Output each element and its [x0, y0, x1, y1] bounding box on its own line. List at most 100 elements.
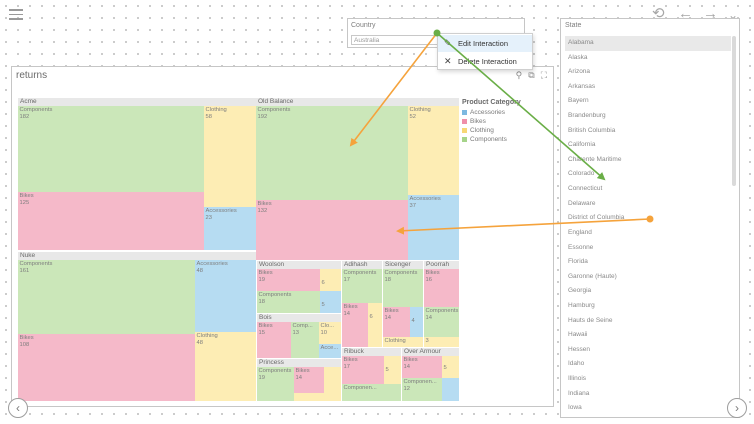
- treemap-cell[interactable]: 4: [410, 307, 423, 337]
- state-slicer[interactable]: State Alabama Alaska Arizona Arkansas Ba…: [560, 18, 740, 418]
- treemap-cell[interactable]: 5: [442, 356, 459, 378]
- treemap-cell[interactable]: Acce...: [319, 344, 341, 358]
- state-item[interactable]: Hessen: [568, 345, 591, 353]
- pin-icon[interactable]: ⚲: [515, 70, 523, 80]
- legend-item[interactable]: Clothing: [462, 127, 521, 134]
- treemap-group-nuke[interactable]: Nuke Components 161 Bikes 108 Accessories 4…: [18, 252, 256, 401]
- treemap-cell[interactable]: Components 161: [18, 260, 195, 334]
- treemap-cell[interactable]: Accessories 23: [204, 207, 256, 250]
- state-item[interactable]: England: [568, 228, 592, 236]
- treemap-cell[interactable]: Bikes 15: [257, 322, 291, 358]
- treemap-group-over-armour[interactable]: Over Armour Bikes 14 5 Componen... 12: [402, 348, 459, 401]
- treemap-cell[interactable]: Bikes 14: [294, 367, 324, 393]
- treemap-cell[interactable]: Clothing: [383, 337, 423, 347]
- state-item[interactable]: British Columbia: [568, 126, 616, 134]
- state-item[interactable]: Hawaii: [568, 331, 588, 339]
- state-item[interactable]: Indiana: [568, 389, 590, 397]
- treemap-cell[interactable]: Bikes 16: [424, 269, 459, 307]
- state-item[interactable]: California: [568, 141, 596, 149]
- state-item[interactable]: Alabama: [565, 36, 731, 51]
- copy-icon[interactable]: ⧉: [528, 70, 535, 80]
- state-item[interactable]: Georgia: [568, 287, 592, 295]
- back-arrow-icon[interactable]: ←: [678, 5, 693, 22]
- treemap-cell[interactable]: 6: [368, 303, 382, 347]
- state-item[interactable]: Charente Maritime: [568, 155, 622, 163]
- treemap-cell[interactable]: 6: [320, 269, 341, 291]
- treemap-cell[interactable]: Bikes 108: [18, 334, 195, 401]
- state-item[interactable]: Iowa: [568, 404, 582, 412]
- treemap-cell[interactable]: Components 19: [257, 367, 294, 401]
- treemap-cell[interactable]: Bikes 14: [383, 307, 410, 337]
- next-page-button[interactable]: ›: [727, 398, 747, 418]
- legend: Product Category Accessories Bikes Cloth…: [462, 99, 521, 145]
- state-item[interactable]: Idaho: [568, 360, 585, 368]
- treemap-cell[interactable]: Accessories 48: [195, 260, 256, 332]
- treemap-group-woolson[interactable]: Woolson Bikes 19 6 Components 18 5: [257, 261, 341, 313]
- legend-item[interactable]: Accessories: [462, 109, 521, 116]
- treemap-cell[interactable]: Components 14: [424, 307, 459, 337]
- treemap-cell[interactable]: Componen... 12: [402, 378, 442, 401]
- treemap-cell[interactable]: Components 18: [257, 291, 320, 313]
- hamburger-menu-icon[interactable]: [9, 9, 23, 20]
- state-item[interactable]: Connecticut: [568, 185, 603, 193]
- treemap-cell[interactable]: Bikes 14: [342, 303, 368, 347]
- state-item[interactable]: Colorado: [568, 170, 595, 178]
- reset-icon[interactable]: ⟲: [652, 5, 665, 22]
- forward-arrow-icon[interactable]: →: [703, 5, 718, 22]
- treemap-group-adihash[interactable]: Adihash Components 17 Bikes 14 6: [342, 261, 382, 347]
- state-item[interactable]: Hamburg: [568, 301, 595, 309]
- treemap-cell[interactable]: Components 182: [18, 106, 204, 192]
- treemap-cell[interactable]: Components 192: [256, 106, 408, 200]
- state-item[interactable]: Hauts de Seine: [568, 316, 613, 324]
- treemap-cell[interactable]: Clothing 48: [195, 332, 256, 401]
- state-item[interactable]: Arizona: [568, 68, 591, 76]
- state-item[interactable]: District of Columbia: [568, 214, 625, 222]
- treemap-cell[interactable]: Bikes 125: [18, 192, 204, 250]
- legend-item[interactable]: Bikes: [462, 118, 521, 125]
- treemap-cell[interactable]: Clothing 58: [204, 106, 256, 207]
- state-item[interactable]: Brandenburg: [568, 112, 606, 120]
- treemap-group-label: Acme: [18, 98, 256, 106]
- legend-swatch: [462, 137, 467, 142]
- focus-mode-icon[interactable]: ⛶: [540, 70, 547, 80]
- previous-page-button[interactable]: ‹: [8, 398, 28, 418]
- edit-interaction-item[interactable]: ✎ Edit Interaction: [438, 35, 532, 52]
- treemap-cell[interactable]: Accessories 37: [408, 195, 459, 260]
- treemap-cell[interactable]: Comp... 13: [291, 322, 319, 358]
- treemap-cell[interactable]: Bikes 132: [256, 200, 408, 260]
- treemap-cell[interactable]: [294, 393, 324, 401]
- legend-item[interactable]: Components: [462, 136, 521, 143]
- treemap-cell[interactable]: Bikes 17: [342, 356, 384, 384]
- state-item[interactable]: Illinois: [568, 375, 587, 383]
- state-item[interactable]: Florida: [568, 258, 588, 266]
- treemap-group-acme[interactable]: Acme Components 182 Bikes 125 Clothing 58 A…: [18, 98, 256, 251]
- treemap-cell[interactable]: Bikes 14: [402, 356, 442, 378]
- state-item[interactable]: Garonne (Haute): [568, 272, 617, 280]
- treemap-cell[interactable]: Clothing 52: [408, 106, 459, 195]
- delete-interaction-item[interactable]: ✕ Delete Interaction: [438, 53, 532, 70]
- legend-title: Product Category: [462, 99, 521, 106]
- state-item[interactable]: Delaware: [568, 199, 596, 207]
- treemap-group-princess[interactable]: Princess Components 19 Bikes 14: [257, 359, 341, 401]
- state-item[interactable]: Bayern: [568, 97, 589, 105]
- treemap-group-poorrah[interactable]: Poorrah Bikes 16 Components 14 3: [424, 261, 459, 347]
- treemap-cell[interactable]: Componen...: [342, 384, 401, 401]
- collapse-icon[interactable]: ⌄: [728, 8, 739, 22]
- state-item[interactable]: Arkansas: [568, 82, 596, 90]
- treemap-cell[interactable]: 3: [424, 337, 459, 347]
- treemap-cell[interactable]: [442, 378, 459, 401]
- state-scrollbar[interactable]: [732, 36, 736, 186]
- treemap-group-sicenger[interactable]: Sicenger Components 18 Bikes 14 4 Clothing: [383, 261, 423, 347]
- treemap-group-old-balance[interactable]: Old Balance Components 192 Bikes 132 Cloth…: [256, 98, 459, 260]
- treemap-cell[interactable]: 5: [320, 291, 341, 313]
- treemap-group-bois[interactable]: Bois Bikes 15 Comp... 13 Clo... 10 Acce...: [257, 314, 341, 358]
- treemap-cell[interactable]: Bikes 19: [257, 269, 320, 291]
- state-item[interactable]: Alaska: [568, 53, 588, 61]
- treemap-cell[interactable]: Components 17: [342, 269, 382, 303]
- treemap-cell[interactable]: 5: [384, 356, 401, 384]
- treemap-group-ribuck[interactable]: Ribuck Bikes 17 5 Componen...: [342, 348, 401, 401]
- treemap-cell[interactable]: Clo... 10: [319, 322, 341, 344]
- state-item[interactable]: Essonne: [568, 243, 594, 251]
- treemap-cell[interactable]: Components 18: [383, 269, 423, 307]
- treemap-cell[interactable]: [324, 367, 341, 401]
